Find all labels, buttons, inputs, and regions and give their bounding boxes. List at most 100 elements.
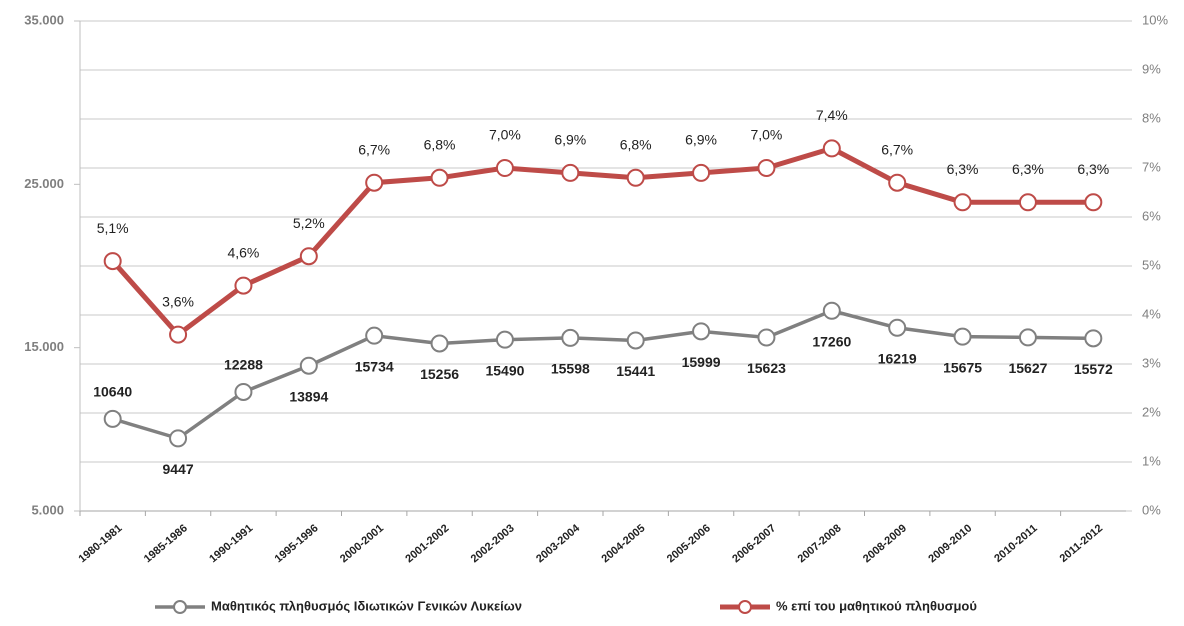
data-label: 15441 (616, 363, 655, 379)
point (1084, 329, 1103, 348)
series-line (112, 309, 1094, 441)
y-tick-label: 25.000 (24, 176, 64, 191)
point (822, 301, 841, 320)
x-tick-label: 2004-2005 (599, 522, 647, 565)
data-label: 15999 (682, 354, 721, 370)
point (692, 163, 711, 182)
point (953, 327, 972, 346)
point (430, 168, 449, 187)
point (561, 328, 580, 347)
data-label: 15490 (485, 362, 524, 378)
data-label: 6,7% (358, 141, 390, 157)
point (626, 331, 645, 350)
data-label: 6,7% (881, 141, 913, 157)
x-tick-label: 1985-1986 (142, 522, 190, 565)
point (430, 334, 449, 353)
data-label: 5,1% (97, 220, 129, 236)
legend-marker (738, 600, 752, 614)
data-label: 7,0% (750, 127, 782, 143)
y-tick-label: 15.000 (24, 339, 64, 354)
data-label: 17260 (812, 333, 851, 349)
data-label: 12288 (224, 357, 263, 373)
y2-tick-label: 5% (1142, 257, 1161, 272)
point (953, 193, 972, 212)
point (103, 252, 122, 271)
grid (74, 20, 1132, 516)
data-label: 13894 (289, 388, 328, 404)
x-tick-label: 2003-2004 (534, 522, 583, 566)
point (1018, 193, 1037, 212)
y2-tick-label: 4% (1142, 306, 1161, 321)
point (1018, 328, 1037, 347)
point (299, 356, 318, 375)
point (169, 325, 188, 344)
legend-marker (173, 600, 187, 614)
y2-tick-label: 0% (1142, 502, 1161, 517)
point (692, 322, 711, 341)
point (757, 328, 776, 347)
point (888, 173, 907, 192)
data-label: 4,6% (227, 244, 259, 260)
data-label: 9447 (162, 461, 193, 477)
point (888, 318, 907, 337)
x-tick-label: 2009-2010 (926, 522, 974, 565)
y2-tick-label: 6% (1142, 208, 1161, 223)
point (234, 382, 253, 401)
x-tick-label: 2005-2006 (665, 522, 713, 565)
y2-tick-label: 7% (1142, 159, 1161, 174)
x-tick-label: 2010-2011 (992, 522, 1040, 565)
data-label: 6,8% (424, 137, 456, 153)
y-tick-label: 5.000 (31, 502, 64, 517)
series-line (110, 145, 1094, 338)
y2-tick-label: 10% (1142, 12, 1168, 27)
point (234, 276, 253, 295)
data-label: 10640 (93, 384, 132, 400)
data-label: 15572 (1074, 361, 1113, 377)
y2-tick-label: 3% (1142, 355, 1161, 370)
y2-tick-label: 8% (1142, 110, 1161, 125)
x-tick-label: 1980-1981 (76, 522, 124, 565)
x-tick-label: 2006-2007 (730, 522, 778, 565)
point (299, 247, 318, 266)
x-tick-label: 1995-1996 (273, 522, 321, 565)
point (103, 409, 122, 428)
y-tick-label: 35.000 (24, 12, 64, 27)
point (757, 159, 776, 177)
x-tick-label: 2001-2002 (403, 522, 451, 565)
data-label: 15734 (355, 358, 394, 374)
y2-tick-label: 1% (1142, 453, 1161, 468)
data-label: 15675 (943, 359, 982, 375)
data-label: 5,2% (293, 215, 325, 231)
data-label: 6,9% (554, 132, 586, 148)
data-label: 7,4% (816, 107, 848, 123)
data-label: 3,6% (162, 293, 194, 309)
data-label: 15627 (1008, 360, 1047, 376)
data-label: 6,3% (1012, 161, 1044, 177)
marks (103, 139, 1103, 448)
point (1084, 193, 1103, 212)
point (365, 173, 384, 192)
x-tick-label: 2000-2001 (338, 522, 386, 565)
data-label: 16219 (878, 350, 917, 366)
point (626, 168, 645, 187)
data-label: 7,0% (489, 127, 521, 143)
legend-label: Μαθητικός πληθυσμός Ιδιωτικών Γενικών Λυ… (211, 598, 522, 613)
x-tick-label: 2002-2003 (469, 522, 517, 565)
point (495, 330, 514, 349)
data-label: 15256 (420, 366, 459, 382)
x-tick-label: 2008-2009 (861, 522, 909, 565)
y2-tick-label: 9% (1142, 61, 1161, 76)
y2-tick-label: 2% (1142, 404, 1161, 419)
point (365, 326, 384, 345)
data-label: 15598 (551, 361, 590, 377)
x-tick-label: 1990-1991 (207, 522, 255, 565)
x-tick-label: 2007-2008 (796, 522, 844, 565)
point (495, 159, 514, 177)
point (822, 139, 841, 158)
data-label: 6,3% (1077, 161, 1109, 177)
data-label: 15623 (747, 360, 786, 376)
data-label: 6,9% (685, 132, 717, 148)
data-label: 6,3% (947, 161, 979, 177)
x-tick-label: 2011-2012 (1058, 522, 1106, 565)
